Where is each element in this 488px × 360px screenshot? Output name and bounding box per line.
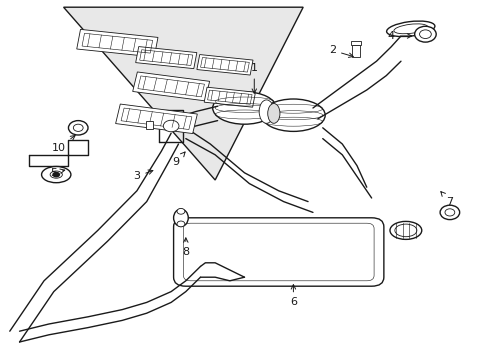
Circle shape (439, 205, 459, 220)
Text: 2: 2 (328, 45, 352, 57)
Text: 1: 1 (250, 63, 257, 93)
Circle shape (177, 208, 184, 214)
Text: 3: 3 (133, 170, 153, 181)
Ellipse shape (389, 221, 421, 239)
Text: 10: 10 (52, 135, 75, 153)
Circle shape (419, 30, 430, 39)
Ellipse shape (386, 21, 434, 37)
Polygon shape (132, 72, 209, 101)
Ellipse shape (267, 104, 279, 123)
Ellipse shape (259, 100, 273, 123)
Polygon shape (135, 46, 197, 69)
Circle shape (68, 121, 88, 135)
Ellipse shape (173, 209, 188, 226)
Text: 4: 4 (387, 31, 411, 41)
Circle shape (73, 124, 83, 131)
Ellipse shape (261, 99, 325, 131)
Text: 8: 8 (182, 238, 189, 257)
FancyBboxPatch shape (351, 45, 359, 57)
FancyBboxPatch shape (145, 121, 153, 129)
Polygon shape (197, 55, 252, 75)
Ellipse shape (41, 166, 71, 183)
Ellipse shape (50, 171, 62, 178)
FancyBboxPatch shape (173, 218, 383, 286)
Circle shape (414, 26, 435, 42)
Text: 9: 9 (172, 152, 185, 167)
Text: 5: 5 (50, 168, 64, 178)
FancyBboxPatch shape (350, 41, 360, 45)
Text: 6: 6 (289, 285, 296, 307)
Circle shape (52, 172, 60, 177)
Ellipse shape (212, 92, 276, 124)
Text: 7: 7 (440, 192, 452, 207)
Circle shape (444, 209, 454, 216)
Circle shape (177, 221, 184, 227)
Polygon shape (204, 87, 255, 107)
Polygon shape (115, 104, 197, 134)
Circle shape (163, 120, 179, 132)
Polygon shape (77, 30, 158, 57)
Polygon shape (63, 7, 303, 180)
